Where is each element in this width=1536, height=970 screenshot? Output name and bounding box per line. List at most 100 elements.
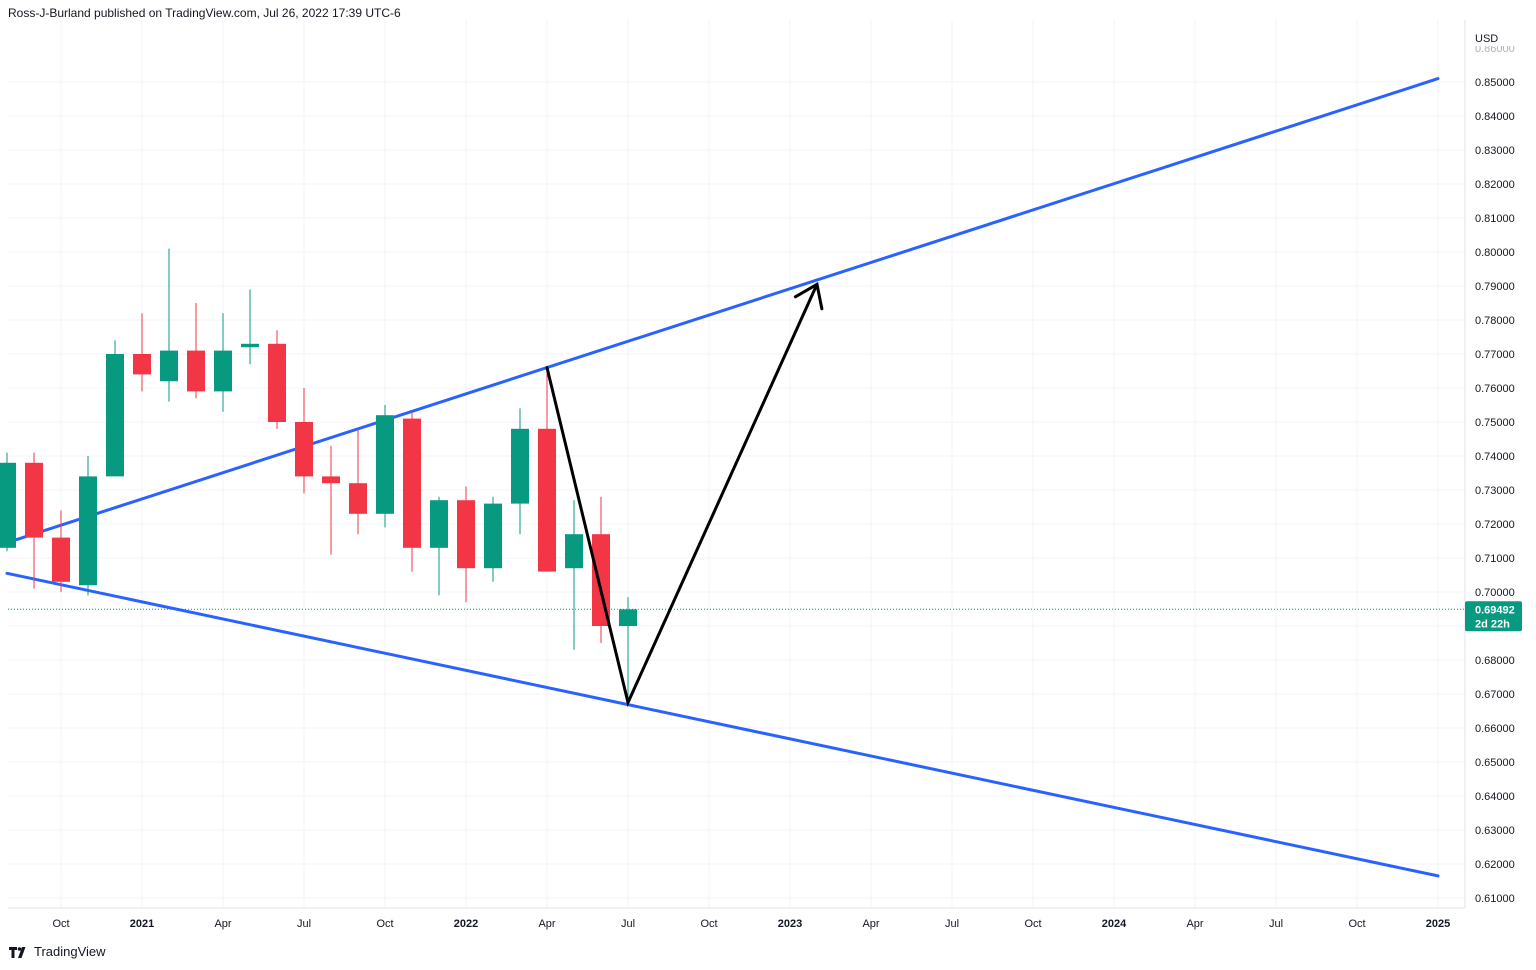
currency-label: USD [1475,33,1498,45]
price-tick-label: 0.77000 [1475,349,1515,361]
tradingview-brand-text: TradingView [34,944,106,959]
price-tick-label: 0.68000 [1475,655,1515,667]
candle [349,428,367,535]
candle-body [538,428,556,572]
time-tick-label: Oct [1024,918,1041,930]
price-tick-label: 0.65000 [1475,757,1515,769]
time-tick-label: Jul [621,918,635,930]
candle [592,496,610,643]
candle-body [295,422,313,477]
currency-label-bg [1467,30,1527,46]
time-tick-label: Jul [1269,918,1283,930]
candle-body [322,476,340,484]
candle [133,313,151,392]
candle-body [241,343,259,348]
candle-body [133,354,151,375]
price-tick-label: 0.72000 [1475,519,1515,531]
time-tick-year: 2024 [1102,918,1127,930]
projection-arrow [545,281,824,708]
candle [52,510,70,592]
candle-body [619,609,637,626]
price-tick-label: 0.62000 [1475,859,1515,871]
candle-body [484,503,502,569]
candle-body [403,418,421,548]
last-price-value: 0.69492 [1475,604,1515,616]
price-tick-label: 0.61000 [1475,893,1515,905]
price-tick-label: 0.82000 [1475,179,1515,191]
candle [79,456,97,596]
time-tick-label: Oct [52,918,69,930]
time-tick-label: Apr [1186,918,1203,930]
candle-body [376,415,394,514]
tradingview-logo-icon [9,946,26,958]
candle-body [160,350,178,382]
candle-body [430,500,448,548]
candle [565,500,583,650]
candle [484,496,502,582]
last-price-tag-bg [1465,601,1522,632]
time-tick-label: Oct [1348,918,1365,930]
candle [241,289,259,365]
candle-body [511,428,529,504]
time-tick-year: 2025 [1426,918,1450,930]
candle-body [52,537,70,582]
time-tick-label: Jul [945,918,959,930]
price-tick-label: 0.70000 [1475,587,1515,599]
projection-path [545,282,819,708]
time-tick-label: Apr [538,918,555,930]
time-tick-label: Oct [376,918,393,930]
candles [0,248,637,700]
candle-body [592,534,610,626]
time-tick-label: Oct [700,918,717,930]
arrowhead [793,281,824,311]
candle [457,486,475,603]
candle-body [214,350,232,392]
last-price-tag: 0.69492 2d 22h [1465,601,1522,632]
time-tick-year: 2022 [454,918,478,930]
candle-body [106,354,124,477]
candle [268,330,286,429]
candle [538,367,556,572]
candle [0,452,16,552]
publish-attribution: Ross-J-Burland published on TradingView.… [8,6,401,20]
price-tick-label: 0.66000 [1475,723,1515,735]
upper-trendline [5,77,1440,545]
candle [214,313,232,412]
price-tick-label: 0.71000 [1475,553,1515,565]
candle [430,496,448,596]
price-tick-label: 0.81000 [1475,213,1515,225]
candle [106,340,124,477]
candle-body [349,483,367,514]
candle [295,388,313,494]
candle [160,248,178,402]
candle [322,445,340,555]
trendlines [5,77,1440,878]
candle-body [457,500,475,569]
price-tick-label: 0.64000 [1475,791,1515,803]
candle [403,411,421,572]
candle-body [268,343,286,422]
price-tick-label: 0.78000 [1475,315,1515,327]
axes: 0.61000 0.62000 0.63000 0.64000 0.65000 0.660… [8,20,1527,930]
candle-body [187,350,205,392]
price-tick-label: 0.85000 [1475,77,1515,89]
candle-body [25,462,43,538]
price-tick-label: 0.73000 [1475,485,1515,497]
price-tick-label: 0.74000 [1475,451,1515,463]
time-tick-year: 2023 [778,918,802,930]
price-tick-label: 0.63000 [1475,825,1515,837]
time-tick-year: 2021 [130,918,154,930]
candle [619,597,637,700]
candle [511,408,529,535]
candle-body [565,534,583,569]
lower-trendline [5,571,1440,878]
price-tick-label: 0.79000 [1475,281,1515,293]
price-tick-label: 0.76000 [1475,383,1515,395]
tradingview-logo[interactable]: TradingView [8,944,106,959]
candle [25,452,43,589]
time-tick-label: Apr [214,918,231,930]
price-tick-label: 0.67000 [1475,689,1515,701]
candle-body [79,476,97,586]
candle [187,303,205,399]
